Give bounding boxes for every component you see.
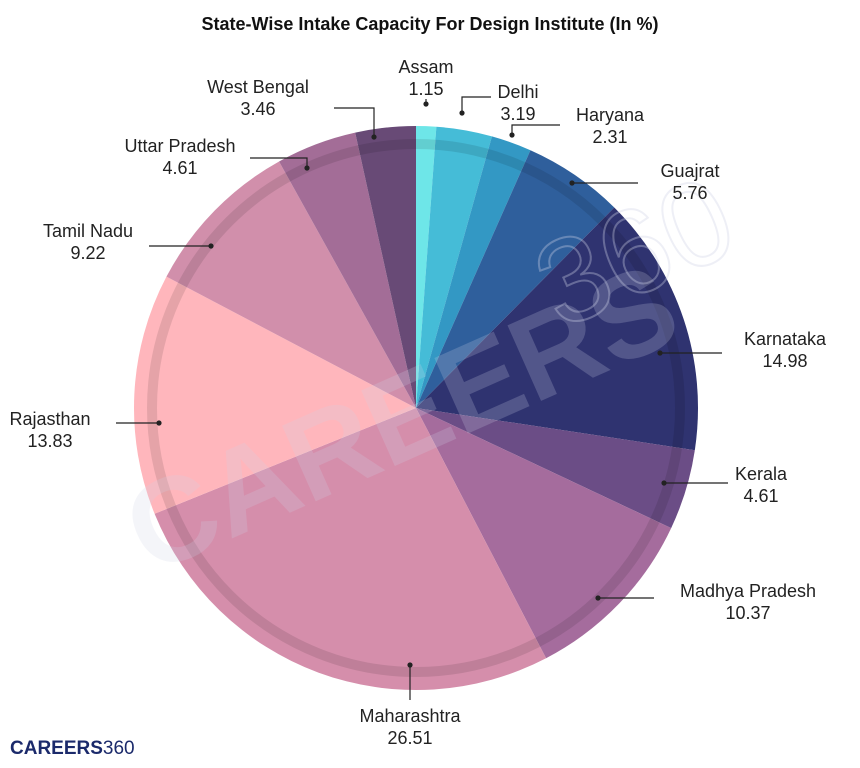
slice-label: Delhi — [497, 82, 538, 102]
pie-slice-maharashtra — [154, 408, 547, 690]
slice-label: Kerala — [735, 464, 788, 484]
slice-value: 9.22 — [70, 243, 105, 263]
leader-dot — [661, 480, 667, 486]
pie-slice-karnataka — [416, 207, 699, 451]
careers360-logo: CAREERS360 — [10, 738, 135, 760]
logo-part-careers: CAREERS — [10, 738, 103, 759]
pie-slice-madhya-pradesh — [416, 408, 672, 659]
pie-inner-ring — [147, 139, 685, 677]
slice-value: 4.61 — [162, 158, 197, 178]
pie-slice-uttar-pradesh — [279, 132, 416, 408]
slice-value: 3.19 — [500, 104, 535, 124]
slice-value: 13.83 — [27, 431, 72, 451]
leader-dot — [657, 350, 663, 356]
leader-dot — [423, 101, 429, 107]
pie-slice-guajrat — [416, 150, 615, 409]
slice-label: Assam — [398, 57, 453, 77]
leader-line — [334, 107, 375, 137]
slice-label: Karnataka — [744, 329, 827, 349]
slice-value: 14.98 — [762, 351, 807, 371]
pie-slice-kerala — [416, 408, 695, 529]
slice-value: 2.31 — [592, 127, 627, 147]
slice-value: 26.51 — [387, 728, 432, 748]
leader-dot — [509, 132, 515, 138]
leader-dot — [569, 180, 575, 186]
pie-slice-haryana — [416, 136, 531, 408]
slice-value: 5.76 — [672, 183, 707, 203]
slice-value: 4.61 — [743, 486, 778, 506]
leader-dot — [208, 243, 214, 249]
slice-label: Guajrat — [660, 161, 719, 181]
leader-line — [250, 157, 308, 168]
slice-label: Tamil Nadu — [43, 221, 133, 241]
slice-label: Madhya Pradesh — [680, 581, 816, 601]
slice-label: Rajasthan — [9, 409, 90, 429]
logo-part-360: 360 — [102, 738, 135, 759]
chart-title: State-Wise Intake Capacity For Design In… — [202, 14, 659, 34]
leader-dot — [304, 165, 310, 171]
slice-value: 3.46 — [240, 99, 275, 119]
slice-label: West Bengal — [207, 77, 309, 97]
leader-dot — [371, 134, 377, 140]
pie-slice-west-bengal — [355, 126, 416, 408]
pie-slice-tamil-nadu — [166, 161, 416, 408]
slice-label: Haryana — [576, 105, 645, 125]
pie-slices — [133, 126, 699, 690]
slice-label: Uttar Pradesh — [124, 136, 235, 156]
leader-dot — [407, 662, 413, 668]
leader-line — [511, 124, 560, 135]
leader-dot — [156, 420, 162, 426]
pie-slice-assam — [416, 126, 437, 408]
leader-dot — [595, 595, 601, 601]
pie-slice-rajasthan — [133, 276, 416, 514]
slice-label: Maharashtra — [359, 706, 461, 726]
slice-value: 1.15 — [408, 79, 443, 99]
slice-value: 10.37 — [725, 603, 770, 623]
leader-line — [461, 96, 491, 113]
pie-slice-delhi — [416, 126, 492, 408]
leader-dot — [459, 110, 465, 116]
